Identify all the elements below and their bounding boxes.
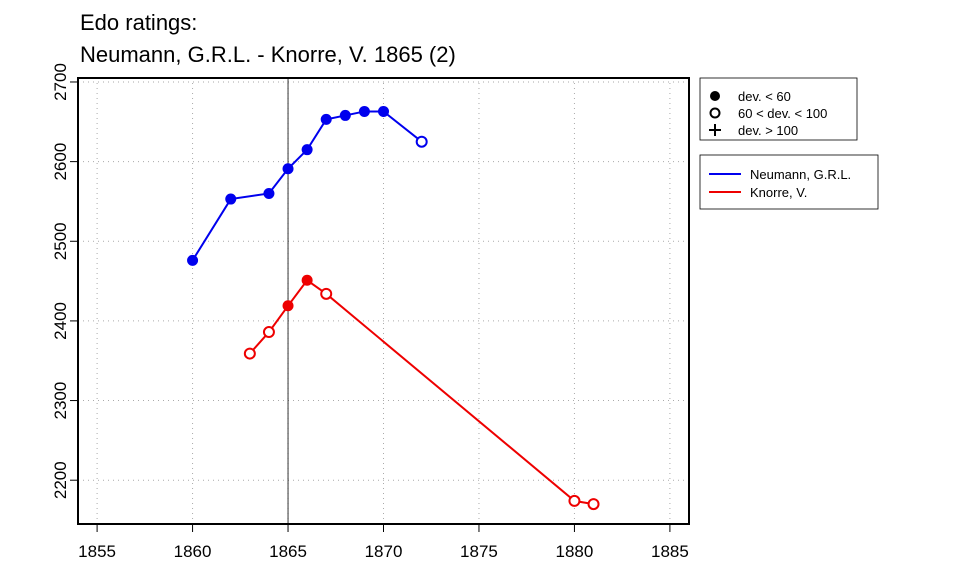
data-point-s0-9 [415,135,428,148]
filled-dot-icon [710,91,720,101]
x-tick-label-1870: 1870 [365,542,403,561]
axes: 1855 1860 1865 1870 1875 1880 1885 2200 2300 2400… [51,63,689,561]
x-tick-label-1865: 1865 [269,542,307,561]
series-legend-label-neumann: Neumann, G.R.L. [750,167,851,182]
marker-legend-label-3: dev. > 100 [738,123,798,138]
marker-legend-label-1: dev. < 60 [738,89,791,104]
data-point-s0-8 [378,105,389,117]
y-tick-label-2600: 2600 [51,143,70,181]
x-tick-label-1885: 1885 [651,542,689,561]
marker-legend-box [699,77,858,141]
y-tick-label-2700: 2700 [51,63,70,101]
x-tick-label-1855: 1855 [78,542,116,561]
plus-icon [709,124,721,136]
open-circle-icon [709,107,721,119]
series-layer [187,105,600,511]
x-tick-label-1860: 1860 [174,542,212,561]
x-tick-label-1875: 1875 [460,542,498,561]
data-point-s0-5 [320,113,332,125]
data-point-s0-3 [282,163,294,175]
data-point-s0-2 [263,187,275,199]
data-point-s0-0 [187,254,199,266]
series-legend-box [699,154,879,210]
chart-title-line-2: Neumann, G.R.L. - Knorre, V. 1865 (2) [80,42,456,67]
y-tick-label-2500: 2500 [51,222,70,260]
y-tick-label-2300: 2300 [51,382,70,420]
x-tick-label-1880: 1880 [556,542,594,561]
data-point-s1-3 [301,274,313,286]
series-legend-label-knorre: Knorre, V. [750,185,807,200]
data-point-s0-7 [358,105,370,117]
data-point-s1-4 [320,287,333,300]
data-point-s1-6 [587,498,600,511]
data-point-s1-5 [568,494,581,507]
data-point-s1-1 [262,326,275,339]
data-point-s0-6 [339,109,351,121]
data-point-s1-0 [243,347,256,360]
marker-legend-label-2: 60 < dev. < 100 [738,106,827,121]
series-legend: Neumann, G.R.L. Knorre, V. [699,154,879,210]
data-point-s0-1 [225,193,237,205]
series-line-0 [191,110,423,261]
grid-lines [78,78,689,524]
series-line-1 [249,278,594,506]
data-point-s0-4 [301,144,313,156]
plot-frame [77,77,690,525]
chart-title-line-1: Edo ratings: [80,10,197,35]
y-tick-label-2200: 2200 [51,461,70,499]
marker-legend: dev. < 60 60 < dev. < 100 dev. > 100 [699,77,858,141]
y-tick-label-2400: 2400 [51,302,70,340]
data-point-s1-2 [282,300,294,312]
